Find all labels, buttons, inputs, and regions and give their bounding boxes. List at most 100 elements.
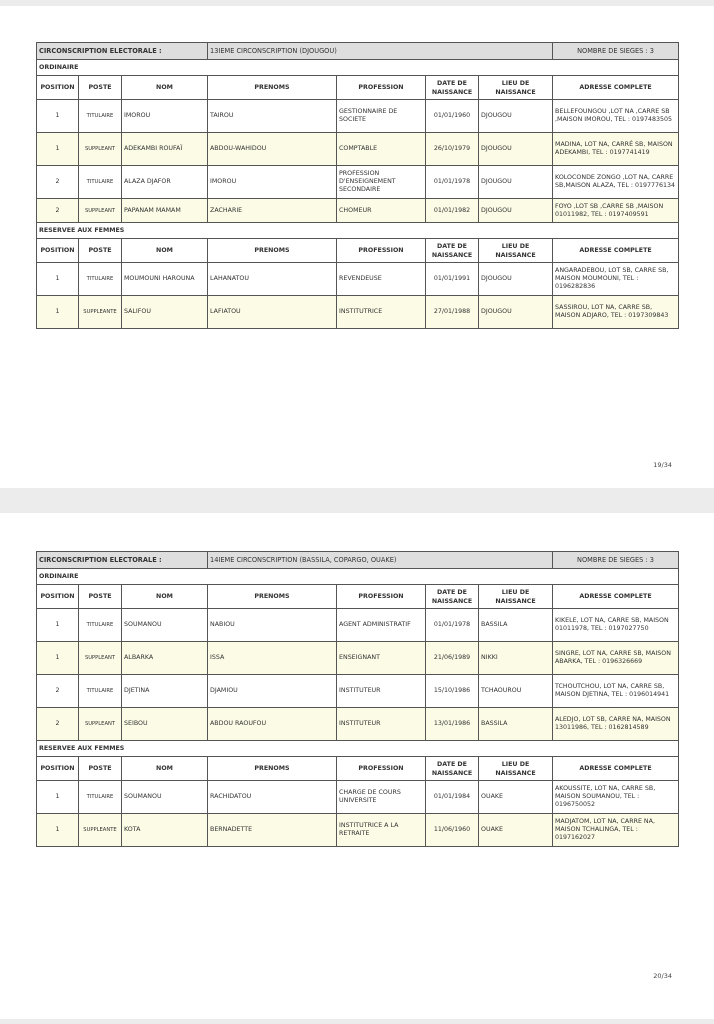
section-title-row: ORDINAIRE: [35, 59, 680, 76]
cell-position: 1: [36, 295, 79, 329]
cell-nom: SEIBOU: [121, 707, 208, 741]
column-header-nom: NOM: [121, 75, 208, 100]
column-header-profession: PROFESSION: [336, 75, 426, 100]
cell-nom: KOTA: [121, 813, 208, 847]
cell-poste: SUPPLEANTE: [78, 295, 122, 329]
table-row: 1 SUPPLEANT ADEKAMBI ROUFAÏ ABDOU-WAHIDOU CO…: [36, 132, 680, 166]
cell-adresse: MADINA, LOT NA, CARRÉ SB, MAISON ADEKAMB…: [552, 132, 680, 166]
cell-profession: INSTITUTEUR: [336, 674, 426, 708]
cell-lieu-naissance: OUAKE: [478, 813, 553, 847]
cell-date-naissance: 01/01/1978: [425, 165, 479, 199]
cell-profession: CHOMEUR: [336, 198, 426, 223]
cell-poste: SUPPLEANT: [78, 198, 122, 223]
cell-prenoms: IMOROU: [207, 165, 337, 199]
cell-prenoms: RACHIDATOU: [207, 780, 337, 814]
cell-adresse: SASSIROU, LOT NA, CARRE SB, MAISON ADJAR…: [552, 295, 680, 329]
column-header-prenoms: PRENOMS: [207, 75, 337, 100]
cell-adresse: AKOUSSITE, LOT NA, CARRE SB, MAISON SOUM…: [552, 780, 679, 814]
candidates-table: CIRCONSCRIPTION ELECTORALE :14IEME CIRCO…: [36, 551, 679, 847]
cell-poste: TITULAIRE: [78, 780, 122, 814]
cell-prenoms: DJAMIOU: [207, 674, 337, 708]
cell-adresse: BELLEFOUNGOU ,LOT NA ,CARRE SB ,MAISON I…: [552, 99, 680, 133]
cell-date-naissance: 01/01/1982: [425, 198, 479, 223]
cell-poste: SUPPLEANT: [78, 132, 122, 166]
cell-position: 1: [36, 99, 79, 133]
cell-lieu-naissance: DJOUGOU: [477, 295, 554, 329]
column-header-profession: PROFESSION: [336, 238, 426, 263]
cell-profession: REVENDEUSE: [336, 262, 426, 296]
cell-poste: SUPPLEANT: [78, 641, 122, 675]
cell-nom: PAPANAM MAMAM: [121, 198, 208, 223]
cell-adresse: TCHOUTCHOU, LOT NA, CARRE SB, MAISON DJE…: [552, 674, 679, 708]
column-header-date-naissance: DATE DE NAISSANCE: [425, 584, 479, 609]
cell-nom: DJETINA: [121, 674, 208, 708]
cell-position: 1: [36, 813, 79, 847]
cell-date-naissance: 01/01/1978: [425, 608, 479, 642]
document-page-19: CIRCONSCRIPTION ELECTORALE :13IEME CIRCO…: [0, 6, 714, 488]
cell-date-naissance: 01/01/1991: [425, 262, 479, 296]
cell-poste: TITULAIRE: [78, 262, 122, 296]
cell-profession: AGENT ADMINISTRATIF: [336, 608, 426, 642]
section-title: ORDINAIRE: [36, 568, 679, 585]
cell-prenoms: ABDOU-WAHIDOU: [207, 132, 337, 166]
cell-position: 1: [36, 608, 79, 642]
column-header-nom: NOM: [121, 238, 208, 263]
cell-nom: ADEKAMBI ROUFAÏ: [121, 132, 208, 166]
column-header-date-naissance: DATE DE NAISSANCE: [425, 238, 479, 263]
table-row: 1 SUPPLEANTE KOTA BERNADETTE INSTITUTRICE A …: [36, 813, 679, 847]
cell-prenoms: ABDOU RAOUFOU: [207, 707, 337, 741]
cell-position: 2: [36, 674, 79, 708]
table-row: 2 SUPPLEANT PAPANAM MAMAM ZACHARIE CHOMEUR 01…: [36, 198, 680, 223]
column-header-row: POSITION POSTE NOM PRENOMS PROFESSION DATE DE…: [36, 75, 680, 100]
column-header-adresse: ADRESSE COMPLETE: [552, 238, 680, 263]
cell-adresse: ALEDJO, LOT SB, CARRE NA, MAISON 1301198…: [552, 707, 679, 741]
cell-prenoms: ZACHARIE: [207, 198, 337, 223]
cell-prenoms: NABIOU: [207, 608, 337, 642]
cell-lieu-naissance: DJOUGOU: [477, 198, 554, 223]
cell-nom: IMOROU: [121, 99, 208, 133]
cell-nom: ALBARKA: [121, 641, 208, 675]
cell-profession: INSTITUTEUR: [336, 707, 426, 741]
column-header-nom: NOM: [121, 584, 208, 609]
cell-lieu-naissance: NIKKI: [478, 641, 553, 675]
cell-prenoms: BERNADETTE: [207, 813, 337, 847]
column-header-lieu-naissance: LIEU DE NAISSANCE: [478, 584, 553, 609]
cell-poste: TITULAIRE: [78, 674, 122, 708]
cell-date-naissance: 21/06/1989: [425, 641, 479, 675]
cell-position: 2: [36, 198, 79, 223]
cell-lieu-naissance: DJOUGOU: [477, 132, 554, 166]
circonscription-header: CIRCONSCRIPTION ELECTORALE :14IEME CIRCO…: [36, 551, 679, 569]
column-header-prenoms: PRENOMS: [207, 756, 337, 781]
cell-nom: MOUMOUNI HAROUNA: [121, 262, 208, 296]
section-title: RESERVEE AUX FEMMES: [35, 222, 680, 239]
table-row: 2 TITULAIRE DJETINA DJAMIOU INSTITUTEUR 15/10…: [36, 674, 679, 708]
cell-position: 2: [36, 165, 79, 199]
cell-nom: SOUMANOU: [121, 780, 208, 814]
column-header-position: POSITION: [36, 756, 79, 781]
cell-poste: TITULAIRE: [78, 99, 122, 133]
column-header-row: POSITION POSTE NOM PRENOMS PROFESSION DATE DE…: [36, 238, 680, 263]
circonscription-name: 14IEME CIRCONSCRIPTION (BASSILA, COPARGO…: [207, 551, 553, 569]
cell-adresse: SINGRE, LOT NA, CARRE SB, MAISON ABARKA,…: [552, 641, 679, 675]
seat-count: NOMBRE DE SIEGES : 3: [552, 42, 680, 60]
cell-lieu-naissance: DJOUGOU: [477, 99, 554, 133]
table-row: 1 TITULAIRE MOUMOUNI HAROUNA LAHANATOU REVEN…: [36, 262, 680, 296]
cell-nom: ALAZA DJAFOR: [121, 165, 208, 199]
cell-adresse: KIKELE, LOT NA, CARRE SB, MAISON 0101197…: [552, 608, 679, 642]
column-header-row: POSITION POSTE NOM PRENOMS PROFESSION DATE DE…: [36, 756, 679, 781]
cell-adresse: ANGARADEBOU, LOT SB, CARRE SB, MAISON MO…: [552, 262, 680, 296]
column-header-position: POSITION: [36, 584, 79, 609]
cell-adresse: FOYO ,LOT SB ,CARRE SB ,MAISON 01011982,…: [552, 198, 680, 223]
cell-profession: PROFESSION D'ENSEIGNEMENT SECONDAIRE: [336, 165, 426, 199]
column-header-date-naissance: DATE DE NAISSANCE: [425, 75, 479, 100]
column-header-lieu-naissance: LIEU DE NAISSANCE: [477, 238, 554, 263]
cell-position: 1: [36, 780, 79, 814]
cell-position: 1: [36, 132, 79, 166]
cell-lieu-naissance: OUAKE: [478, 780, 553, 814]
column-header-profession: PROFESSION: [336, 756, 426, 781]
cell-profession: COMPTABLE: [336, 132, 426, 166]
cell-profession: ENSEIGNANT: [336, 641, 426, 675]
cell-date-naissance: 01/01/1984: [425, 780, 479, 814]
cell-lieu-naissance: BASSILA: [478, 707, 553, 741]
cell-prenoms: TAIROU: [207, 99, 337, 133]
